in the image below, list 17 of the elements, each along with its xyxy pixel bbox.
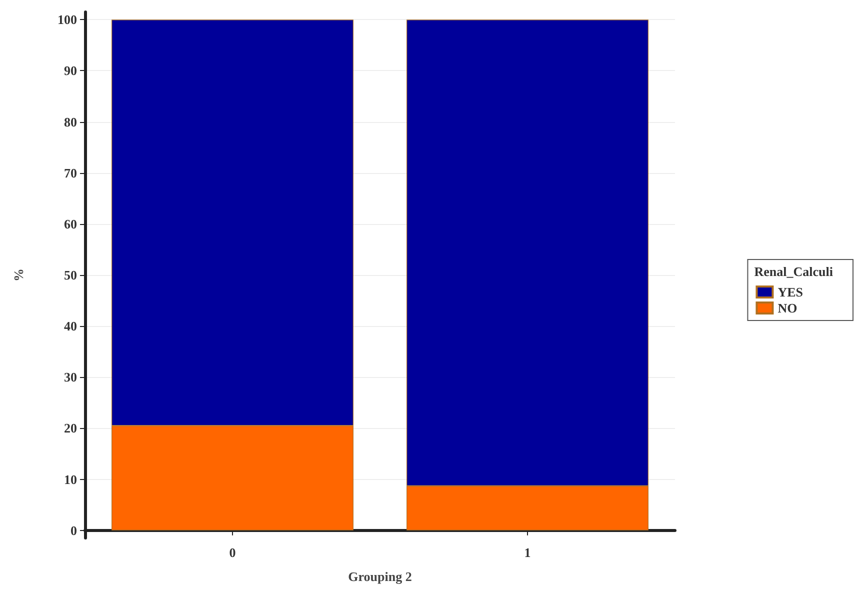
y-tick-label: 30 [64,370,77,385]
legend-label: YES [778,284,804,300]
y-tick-label: 100 [58,12,77,28]
y-tick-label: 0 [70,522,77,538]
y-tick-label: 80 [64,114,77,130]
y-tick-label: 40 [64,318,77,334]
legend-title: Renal_Calculi [754,264,834,279]
y-tick-label: 10 [64,472,77,487]
y-axis-title: % [11,268,26,282]
y-tick-label: 50 [64,268,77,282]
legend-label: NO [778,300,798,316]
x-axis-title: Grouping 2 [348,569,412,584]
y-tick-label: 70 [64,165,77,180]
x-tick-label: 1 [524,545,531,560]
y-tick-label: 60 [64,216,77,232]
y-tick-label: 90 [64,63,77,78]
y-tick-label: 20 [64,420,77,436]
